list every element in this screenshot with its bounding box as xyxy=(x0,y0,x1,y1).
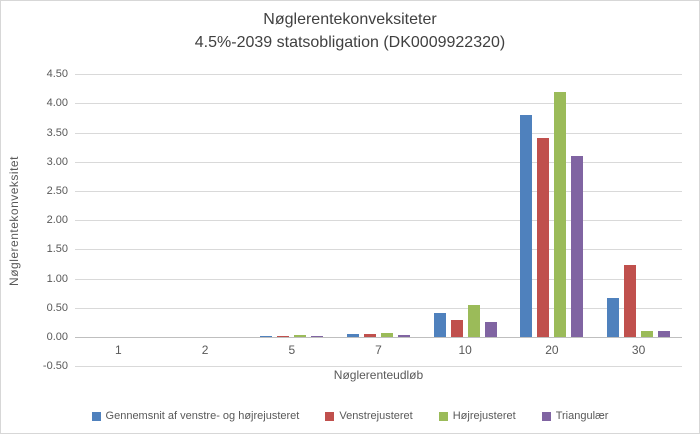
bar-7-series-2 xyxy=(381,332,393,337)
bar-30-series-3 xyxy=(658,330,671,337)
legend-label: Højrejusteret xyxy=(452,410,516,422)
x-category-label: 2 xyxy=(201,343,209,357)
y-tick-label: 0.50 xyxy=(46,301,68,314)
gridline xyxy=(75,366,682,368)
gridline xyxy=(75,161,682,163)
bar-20-series-0 xyxy=(520,115,533,337)
gridline xyxy=(75,132,682,134)
y-tick-label: 3.50 xyxy=(46,126,68,139)
bar-5-series-0 xyxy=(260,335,273,337)
gridline xyxy=(75,103,682,105)
bar-10-series-1 xyxy=(450,319,463,337)
gridline xyxy=(75,191,682,192)
bar-20-series-3 xyxy=(571,156,584,337)
gridline xyxy=(75,249,682,251)
legend-marker-icon xyxy=(541,411,551,421)
chart-title: Nøglerentekonveksiteter 4.5%-2039 statso… xyxy=(0,8,700,54)
legend-marker-icon xyxy=(325,411,335,421)
y-tick-label: 0.00 xyxy=(46,331,68,343)
gridline xyxy=(75,307,682,309)
legend-label: Gennemsnit af venstre- og højrejusteret xyxy=(105,410,300,422)
legend-item-0: Gennemsnit af venstre- og højrejusteret xyxy=(91,410,300,422)
bar-5-series-2 xyxy=(294,335,307,337)
x-axis-title: Nøglerenteudløb xyxy=(333,368,424,382)
bar-30-series-2 xyxy=(641,330,654,337)
legend-marker-icon xyxy=(91,411,101,421)
bar-10-series-2 xyxy=(467,304,480,337)
legend-marker-icon xyxy=(438,411,448,421)
legend-label: Triangulær xyxy=(555,410,609,422)
bar-7-series-3 xyxy=(398,335,410,337)
gridline xyxy=(75,220,682,222)
x-category-label: 20 xyxy=(545,343,559,357)
y-tick-label: 4.00 xyxy=(46,97,68,110)
x-category-label: 5 xyxy=(288,343,296,357)
bar-10-series-3 xyxy=(484,321,497,337)
chart-title-line2: 4.5%-2039 statsobligation (DK0009922320) xyxy=(194,34,506,51)
gridline xyxy=(75,278,682,280)
y-tick-label: 2.00 xyxy=(46,214,68,227)
y-tick-label: -0.50 xyxy=(42,360,68,373)
x-category-label: 1 xyxy=(115,343,122,357)
chart-legend: Gennemsnit af venstre- og højrejusteret V… xyxy=(0,410,700,422)
y-tick-label: 2.50 xyxy=(46,185,68,197)
legend-item-2: Højrejusteret xyxy=(438,410,516,422)
x-axis-line xyxy=(75,337,682,338)
y-tick-label: 4.50 xyxy=(46,68,68,81)
bar-5-series-3 xyxy=(311,335,324,337)
gridline xyxy=(75,74,682,76)
bar-10-series-0 xyxy=(433,312,446,337)
y-tick-label: 1.00 xyxy=(46,272,68,285)
legend-item-1: Venstrejusteret xyxy=(325,410,413,422)
bar-7-series-1 xyxy=(364,334,376,337)
bar-20-series-2 xyxy=(554,91,567,337)
x-category-label: 7 xyxy=(375,343,382,357)
bar-7-series-0 xyxy=(347,333,359,337)
bar-30-series-1 xyxy=(624,265,637,337)
chart-title-line1: Nøglerentekonveksiteter xyxy=(263,11,437,28)
legend-item-3: Triangulær xyxy=(541,410,609,422)
y-tick-label: 3.00 xyxy=(46,155,68,168)
bar-30-series-0 xyxy=(607,297,620,337)
x-category-label: 30 xyxy=(631,343,646,357)
legend-label: Venstrejusteret xyxy=(339,410,413,422)
bar-20-series-1 xyxy=(537,138,550,337)
y-tick-label: 1.50 xyxy=(46,243,68,256)
bar-5-series-1 xyxy=(277,335,290,337)
x-category-label: 10 xyxy=(458,343,472,357)
